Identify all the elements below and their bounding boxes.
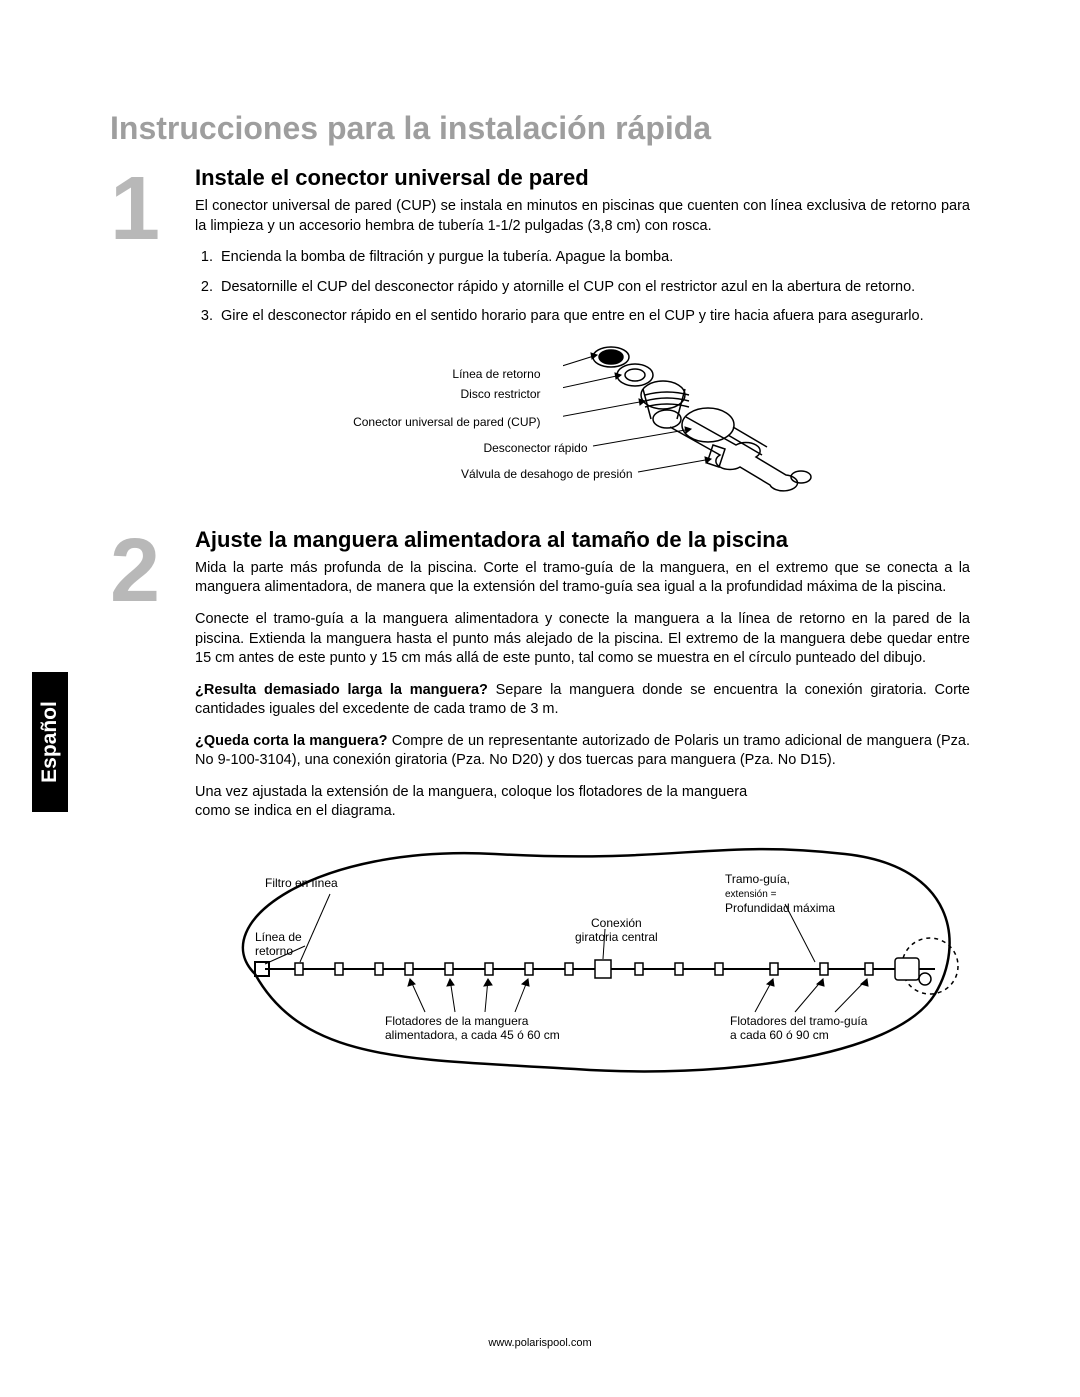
bold-text: ¿Resulta demasiado larga la manguera? [195,682,488,698]
bold-text: ¿Queda corta la manguera? [195,733,387,749]
diagram-label: Filtro en línea [265,876,338,890]
list-item: Gire el desconector rápido en el sentido… [217,307,970,327]
section-1-number: 1 [110,171,195,517]
diagram-label: Conector universal de pared (CUP) [353,415,540,429]
diagram-label: Conexión giratoria central [575,916,658,945]
section-2-p3: ¿Resulta demasiado larga la manguera? Se… [195,681,970,720]
section-1: 1 Instale el conector universal de pared… [110,165,970,517]
diagram-label: Disco restrictor [460,387,540,401]
diagram-connector: Línea de retorno Disco restrictor Conect… [323,337,843,507]
section-1-steps: Encienda la bomba de filtración y purgue… [195,248,970,327]
list-item: Desatornille el CUP del desconector rápi… [217,278,970,298]
section-2-number: 2 [110,533,195,1084]
section-2-title: Ajuste la manguera alimentadora al tamañ… [195,527,970,553]
section-2-p4: ¿Queda corta la manguera? Compre de un r… [195,732,970,771]
section-2: 2 Ajuste la manguera alimentadora al tam… [110,527,970,1084]
page-content: Instrucciones para la instalación rápida… [0,0,1080,1134]
text: extensión = [725,889,776,900]
text: Profundidad máxima [725,901,835,915]
diagram-pool-hose: Filtro en línea Línea de retorno Conexió… [195,834,965,1084]
section-2-p1: Mida la parte más profunda de la piscina… [195,559,970,598]
connector-illustration [563,337,843,507]
section-1-body: Instale el conector universal de pared E… [195,165,970,517]
section-1-title: Instale el conector universal de pared [195,165,970,191]
diagram-label: Línea de retorno [452,367,540,381]
section-2-p2: Conecte el tramo-guía a la manguera alim… [195,610,970,669]
section-2-p5: Una vez ajustada la extensión de la mang… [195,783,755,822]
diagram-label: Tramo-guía, extensión = Profundidad máxi… [725,872,835,916]
diagram-label: Flotadores de la manguera alimentadora, … [385,1014,560,1043]
list-item: Encienda la bomba de filtración y purgue… [217,248,970,268]
pool-illustration [195,834,965,1084]
diagram-label: Flotadores del tramo-guía a cada 60 ó 90… [730,1014,867,1043]
diagram-label: Línea de retorno [255,930,302,959]
footer-url: www.polarispool.com [0,1337,1080,1349]
section-2-body: Ajuste la manguera alimentadora al tamañ… [195,527,970,1084]
section-1-intro: El conector universal de pared (CUP) se … [195,197,970,236]
page-title: Instrucciones para la instalación rápida [110,110,970,147]
text: Tramo-guía, [725,872,790,886]
